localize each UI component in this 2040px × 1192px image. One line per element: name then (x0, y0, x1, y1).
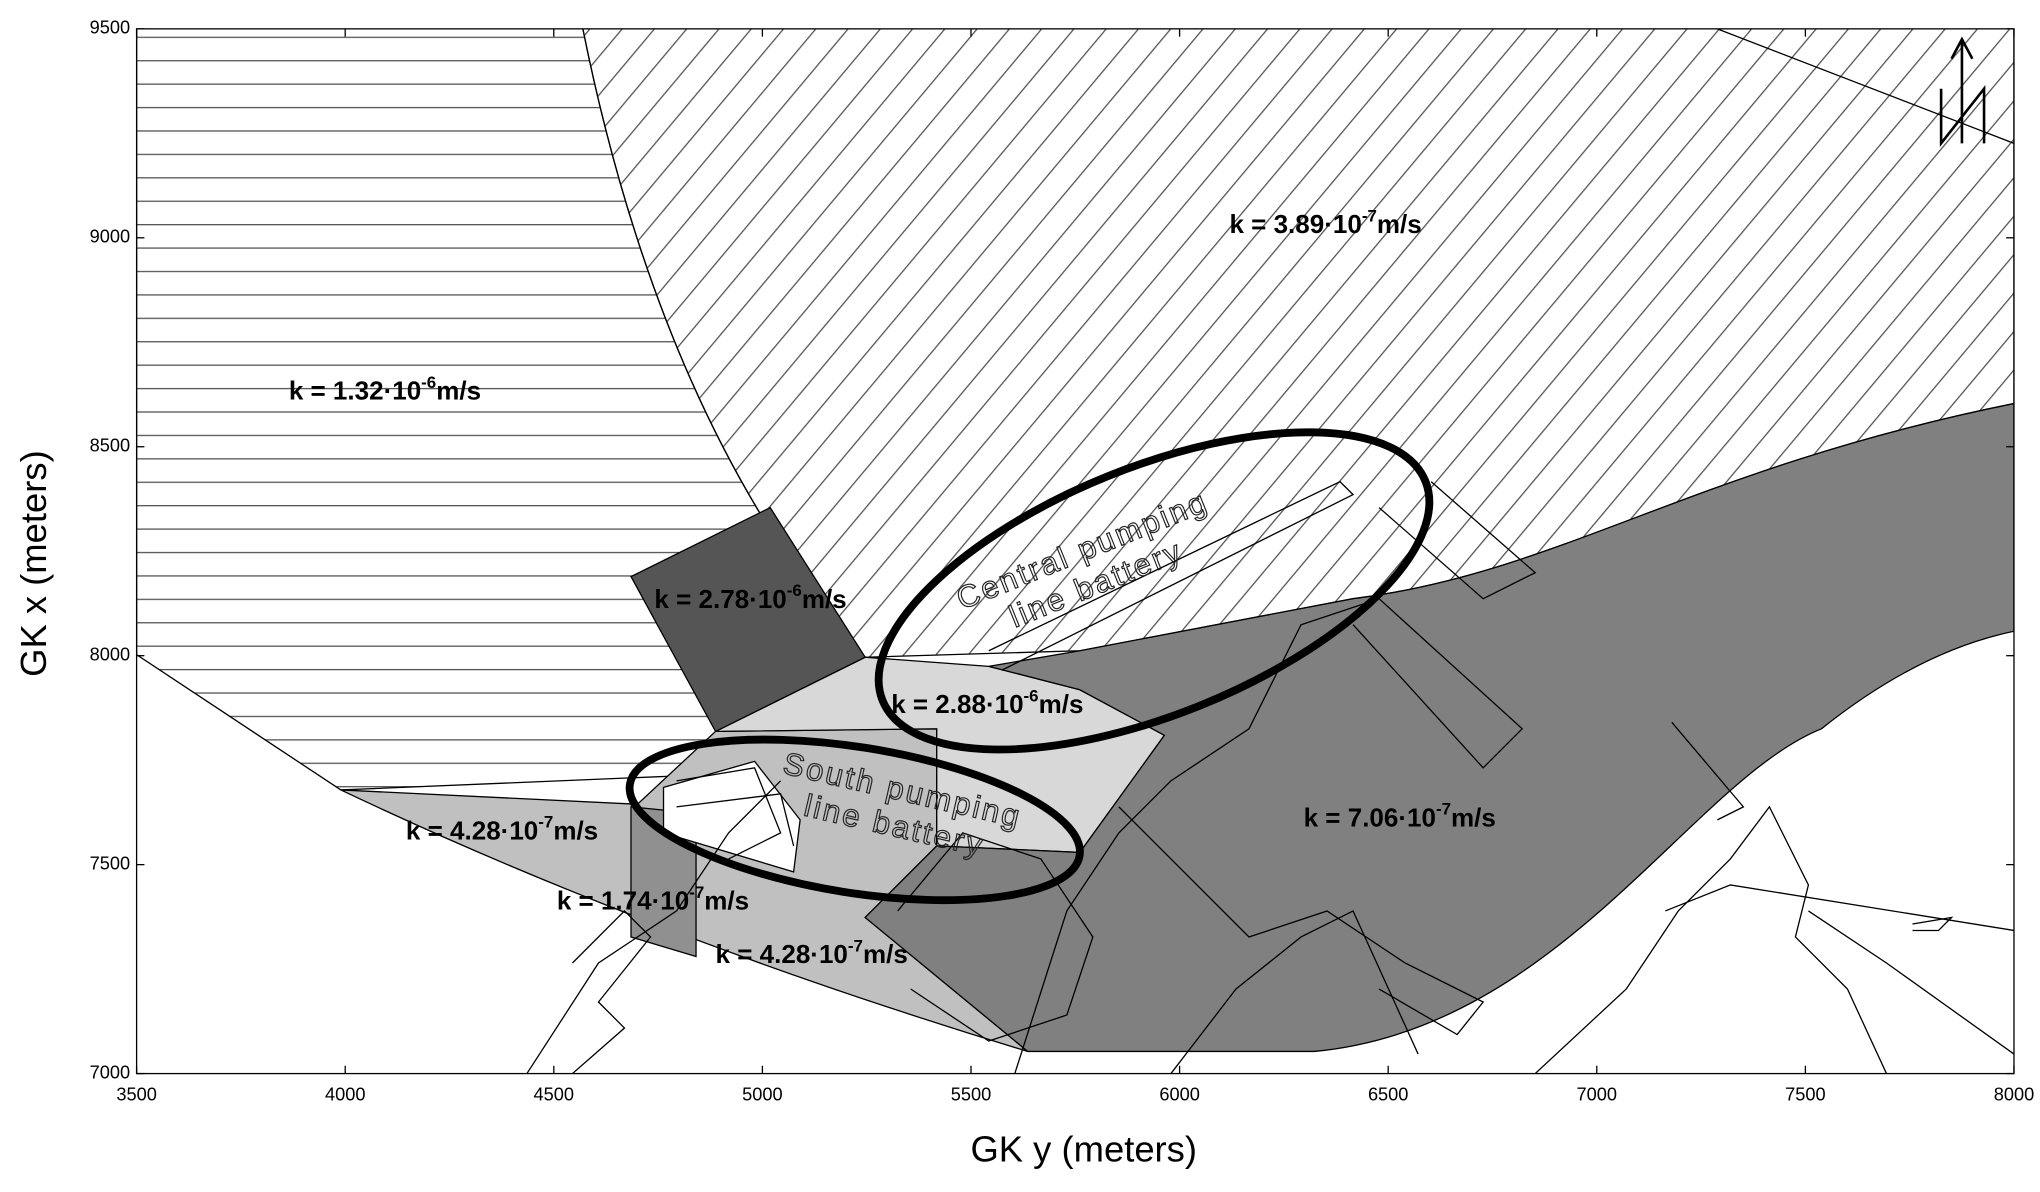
zone-label-exponent: -6 (421, 373, 436, 392)
x-tick-label: 7500 (1785, 1085, 1826, 1105)
zones (136, 28, 2014, 1074)
y-tick-label: 9000 (90, 227, 131, 247)
x-axis-label: GK y (meters) (970, 1128, 1197, 1169)
highlight-ellipse (625, 735, 1084, 905)
y-tick-label: 9500 (90, 18, 131, 38)
y-tick-label: 8000 (90, 645, 131, 665)
zone-label-unit: m/s (1039, 689, 1084, 719)
plot-frame (135, 28, 2015, 1075)
x-tick-label: 5500 (951, 1085, 992, 1105)
zone-label-unit: m/s (553, 815, 598, 845)
highlight-ellipse (874, 428, 1434, 754)
zone-label-text: k = 2.78·10 (654, 584, 786, 614)
x-tick-label: 7000 (1577, 1085, 1618, 1105)
zone-label-exponent: -7 (848, 936, 863, 955)
zone-label-text: k = 4.28·10 (716, 939, 848, 969)
zone-label: k = 2.78·10-6m/s (654, 581, 846, 614)
zone-label-exponent: -7 (1436, 800, 1451, 819)
zone-label-exponent: -7 (1362, 206, 1377, 225)
zone-label-text: k = 4.28·10 (406, 815, 538, 845)
zone-dark-grey (864, 402, 2014, 1053)
zone-label: k = 1.74·10-7m/s (557, 883, 749, 916)
zone-label-text: k = 1.32·10 (289, 376, 421, 406)
x-tick-label: 4000 (325, 1085, 366, 1105)
x-tick-label: 6000 (1159, 1085, 1200, 1105)
zone-label-text: k = 1.74·10 (557, 886, 689, 916)
zone-label-unit: m/s (863, 939, 908, 969)
zone-label: k = 4.28·10-7m/s (406, 813, 598, 846)
zone-label-unit: m/s (1451, 802, 1496, 832)
zone-label-unit: m/s (1377, 209, 1422, 239)
zone-label-exponent: -6 (1024, 686, 1039, 705)
zone-label-text: k = 3.89·10 (1229, 209, 1361, 239)
zone-label-unit: m/s (436, 376, 481, 406)
mine-workings (526, 28, 2014, 1074)
north-arrow (1939, 36, 1986, 148)
zone-label-unit: m/s (802, 584, 847, 614)
y-tick-label: 7500 (90, 853, 131, 873)
zone-label: k = 4.28·10-7m/s (716, 936, 908, 969)
zone-label: k = 2.88·10-6m/s (891, 686, 1083, 719)
y-tick-label: 8500 (90, 436, 131, 456)
zone-label-text: k = 2.88·10 (891, 689, 1023, 719)
zone-label-exponent: -6 (787, 581, 802, 600)
x-tick-label: 8000 (1994, 1085, 2035, 1105)
zone-label-text: k = 7.06·10 (1304, 802, 1436, 832)
zone-label-exponent: -7 (689, 883, 704, 902)
x-tick-label: 4500 (534, 1085, 575, 1105)
zone-label: k = 7.06·10-7m/s (1304, 800, 1496, 833)
zone-label-unit: m/s (704, 886, 749, 916)
y-tick-label: 7000 (90, 1062, 131, 1082)
x-tick-label: 6500 (1368, 1085, 1408, 1105)
x-tick-label: 5000 (742, 1085, 783, 1105)
zone-label-exponent: -7 (538, 813, 553, 832)
y-axis-label: GK x (meters) (13, 450, 54, 677)
zone-darkest (630, 506, 867, 733)
zone-label: k = 1.32·10-6m/s (289, 373, 481, 406)
zone-label: k = 3.89·10-7m/s (1229, 206, 1421, 239)
x-tick-label: 3500 (116, 1085, 156, 1105)
